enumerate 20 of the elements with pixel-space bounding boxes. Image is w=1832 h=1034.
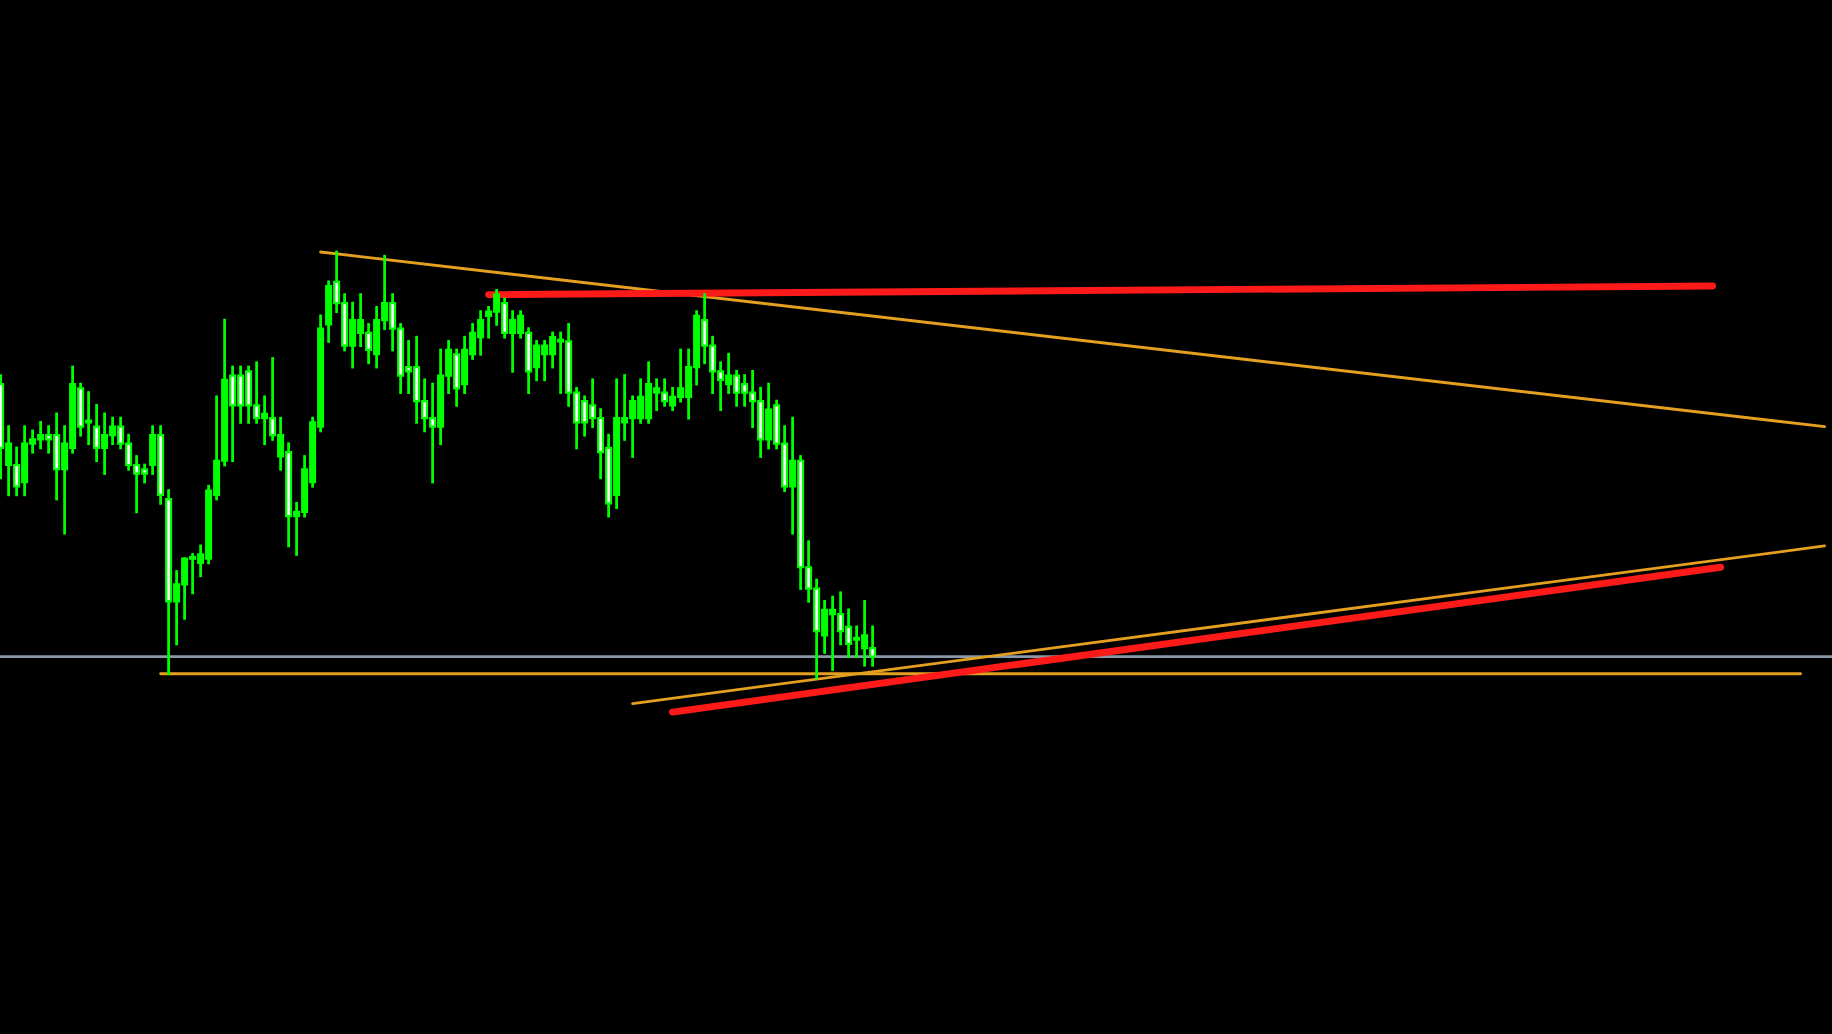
candlestick [245,365,253,424]
candlestick [653,378,661,412]
candlestick [677,348,685,403]
candlestick [413,335,421,424]
candlestick [429,382,437,484]
candlestick [21,425,29,497]
candlestick [829,595,837,671]
candlestick [237,365,245,424]
candlestick [37,421,45,450]
candlestick [477,310,485,356]
candlestick [661,378,669,407]
candlestick [861,599,869,667]
candlestick [541,340,549,382]
candlestick [765,382,773,450]
candlestick [645,361,653,424]
candlestick [509,310,517,373]
candlestick [349,301,357,369]
candlestick [853,625,861,659]
candlestick [101,412,109,475]
candlestick [533,340,541,382]
